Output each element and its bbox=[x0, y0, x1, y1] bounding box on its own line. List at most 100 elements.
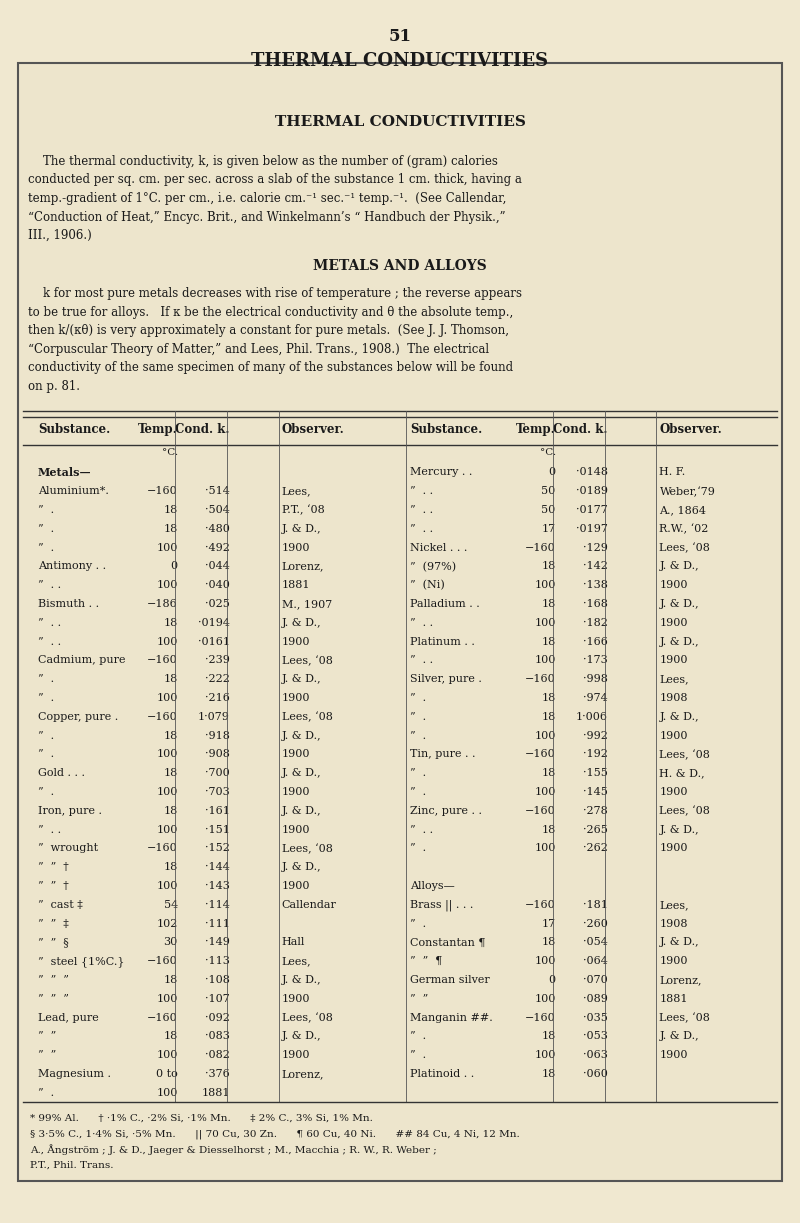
Text: ”  .: ” . bbox=[38, 750, 54, 759]
Text: 18: 18 bbox=[542, 1069, 556, 1079]
Text: ”  ”  ”: ” ” ” bbox=[38, 975, 69, 985]
Text: J. & D.,: J. & D., bbox=[659, 599, 699, 609]
Text: 1900: 1900 bbox=[659, 1051, 688, 1060]
Text: R.W., ‘02: R.W., ‘02 bbox=[659, 523, 709, 534]
Text: 1900: 1900 bbox=[659, 656, 688, 665]
Text: Lees, ‘08: Lees, ‘08 bbox=[282, 1013, 333, 1024]
Text: 18: 18 bbox=[163, 768, 178, 778]
Text: “Conduction of Heat,” Encyc. Brit., and Winkelmann’s “ Handbuch der Physik.,”: “Conduction of Heat,” Encyc. Brit., and … bbox=[28, 210, 506, 224]
Text: 100: 100 bbox=[534, 994, 556, 1004]
Text: Silver, pure .: Silver, pure . bbox=[410, 674, 482, 685]
Text: ”  ”: ” ” bbox=[410, 994, 429, 1004]
Text: ·151: ·151 bbox=[205, 824, 230, 835]
Text: −160: −160 bbox=[525, 543, 556, 553]
Text: Brass || . . .: Brass || . . . bbox=[410, 900, 474, 911]
Text: ”  steel {1%C.}: ” steel {1%C.} bbox=[38, 956, 125, 967]
Text: Observer.: Observer. bbox=[659, 423, 722, 437]
Text: ·152: ·152 bbox=[205, 844, 230, 854]
Text: ·092: ·092 bbox=[205, 1013, 230, 1022]
Text: J. & D.,: J. & D., bbox=[282, 768, 321, 778]
Text: 1900: 1900 bbox=[659, 580, 688, 591]
Text: 0: 0 bbox=[549, 975, 556, 985]
Text: ·998: ·998 bbox=[582, 674, 607, 685]
Text: ·149: ·149 bbox=[205, 938, 230, 948]
Text: ”  ”  ‡: ” ” ‡ bbox=[38, 918, 69, 928]
Text: ·0177: ·0177 bbox=[576, 505, 607, 515]
Text: 100: 100 bbox=[534, 844, 556, 854]
Text: 100: 100 bbox=[534, 656, 556, 665]
Text: Metals—: Metals— bbox=[38, 467, 92, 478]
Text: 18: 18 bbox=[163, 523, 178, 534]
Text: Substance.: Substance. bbox=[410, 423, 482, 437]
Text: conductivity of the same specimen of many of the substances below will be found: conductivity of the same specimen of man… bbox=[28, 362, 513, 374]
Text: conducted per sq. cm. per sec. across a slab of the substance 1 cm. thick, havin: conducted per sq. cm. per sec. across a … bbox=[28, 174, 522, 186]
Text: ”  ”: ” ” bbox=[38, 1051, 56, 1060]
Text: 18: 18 bbox=[542, 637, 556, 647]
Text: J. & D.,: J. & D., bbox=[659, 938, 699, 948]
Text: ·0189: ·0189 bbox=[575, 487, 607, 497]
Text: ”  ”  ”: ” ” ” bbox=[38, 994, 69, 1004]
Text: Lees, ‘08: Lees, ‘08 bbox=[282, 844, 333, 854]
Text: § 3·5% C., 1·4% Si, ·5% Mn.      || 70 Cu, 30 Zn.      ¶ 60 Cu, 40 Ni.      ## 8: § 3·5% C., 1·4% Si, ·5% Mn. || 70 Cu, 30… bbox=[30, 1129, 520, 1139]
Text: ·0161: ·0161 bbox=[198, 637, 230, 647]
Text: ·060: ·060 bbox=[582, 1069, 607, 1079]
Text: −160: −160 bbox=[525, 806, 556, 816]
Text: 1900: 1900 bbox=[659, 956, 688, 966]
Text: 100: 100 bbox=[157, 693, 178, 703]
Text: ·173: ·173 bbox=[583, 656, 607, 665]
Text: ”  . .: ” . . bbox=[38, 580, 61, 591]
Text: ·111: ·111 bbox=[205, 918, 230, 928]
Text: ”  .: ” . bbox=[410, 768, 426, 778]
Text: Zinc, pure . .: Zinc, pure . . bbox=[410, 806, 482, 816]
Text: 1881: 1881 bbox=[201, 1088, 230, 1098]
Text: 1900: 1900 bbox=[659, 788, 688, 797]
Text: Temp.: Temp. bbox=[516, 423, 556, 437]
Text: ·278: ·278 bbox=[583, 806, 607, 816]
Text: ”  .: ” . bbox=[410, 1031, 426, 1042]
Text: ·145: ·145 bbox=[582, 788, 607, 797]
Text: ·082: ·082 bbox=[205, 1051, 230, 1060]
Text: ·376: ·376 bbox=[205, 1069, 230, 1079]
Text: ·138: ·138 bbox=[582, 580, 607, 591]
Text: −160: −160 bbox=[525, 1013, 556, 1022]
Text: °C.: °C. bbox=[539, 449, 556, 457]
Text: ·107: ·107 bbox=[205, 994, 230, 1004]
Text: 18: 18 bbox=[163, 806, 178, 816]
Text: ·155: ·155 bbox=[582, 768, 607, 778]
Text: 1900: 1900 bbox=[282, 543, 310, 553]
Text: ”  .: ” . bbox=[38, 693, 54, 703]
Text: THERMAL CONDUCTIVITIES: THERMAL CONDUCTIVITIES bbox=[251, 53, 549, 70]
Text: ”  . .: ” . . bbox=[410, 487, 434, 497]
Text: ”  ”  ¶: ” ” ¶ bbox=[410, 956, 443, 966]
Text: J. & D.,: J. & D., bbox=[282, 862, 321, 872]
Text: ·181: ·181 bbox=[582, 900, 607, 910]
Text: ”  . .: ” . . bbox=[410, 656, 434, 665]
Text: Copper, pure .: Copper, pure . bbox=[38, 712, 118, 722]
Text: Iron, pure .: Iron, pure . bbox=[38, 806, 102, 816]
Text: −160: −160 bbox=[147, 844, 178, 854]
Text: 1900: 1900 bbox=[282, 637, 310, 647]
Text: M., 1907: M., 1907 bbox=[282, 599, 332, 609]
Text: Lorenz,: Lorenz, bbox=[659, 975, 702, 985]
Text: Tin, pure . .: Tin, pure . . bbox=[410, 750, 476, 759]
Text: Lees,: Lees, bbox=[659, 900, 689, 910]
Text: 100: 100 bbox=[157, 994, 178, 1004]
Text: 1900: 1900 bbox=[282, 788, 310, 797]
Text: ”  ”  †: ” ” † bbox=[38, 881, 69, 892]
Text: −186: −186 bbox=[147, 599, 178, 609]
Text: 1900: 1900 bbox=[282, 994, 310, 1004]
Text: J. & D.,: J. & D., bbox=[659, 824, 699, 835]
Text: ·044: ·044 bbox=[205, 561, 230, 571]
Text: Cadmium, pure: Cadmium, pure bbox=[38, 656, 126, 665]
Text: ·918: ·918 bbox=[205, 730, 230, 741]
Text: J. & D.,: J. & D., bbox=[282, 730, 321, 741]
Text: 1881: 1881 bbox=[282, 580, 310, 591]
Text: ·113: ·113 bbox=[205, 956, 230, 966]
Text: ·992: ·992 bbox=[582, 730, 607, 741]
Text: −160: −160 bbox=[147, 656, 178, 665]
Text: ”  .: ” . bbox=[38, 674, 54, 685]
Text: 18: 18 bbox=[542, 712, 556, 722]
Text: J. & D.,: J. & D., bbox=[659, 561, 699, 571]
Text: ·192: ·192 bbox=[582, 750, 607, 759]
Text: ·0148: ·0148 bbox=[575, 467, 607, 477]
